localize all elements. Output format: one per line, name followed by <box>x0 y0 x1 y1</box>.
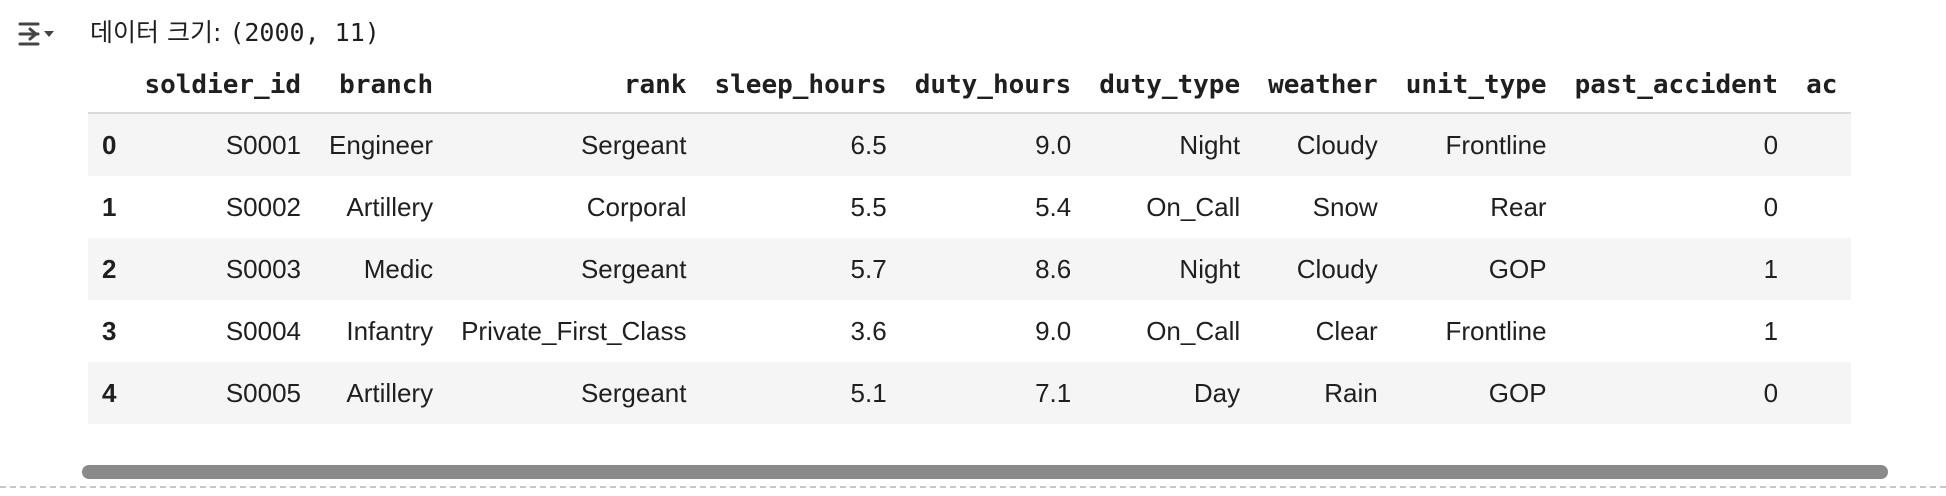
cell-unit-type: Frontline <box>1445 315 1547 346</box>
table-row: 2 S0003 Medic Sergeant 5.7 8.6 Night Clo… <box>88 238 1852 300</box>
cell-sleep-hours: 5.1 <box>850 377 887 408</box>
cell-soldier-id: S0005 <box>225 377 302 408</box>
column-header-sleep-hours: sleep_hours <box>700 58 901 114</box>
table-header-row: soldier_id branch rank sleep_hours duty_… <box>88 58 1852 114</box>
row-index: 4 <box>102 377 117 408</box>
cell-weather: Cloudy <box>1296 129 1378 160</box>
cell-rank: Sergeant <box>580 129 687 160</box>
cell-duty-type: Day <box>1193 377 1241 408</box>
cell-past-accident: 1 <box>1763 315 1779 346</box>
cell-truncated <box>1792 113 1851 176</box>
cell-soldier-id: S0003 <box>225 253 302 284</box>
data-size-value: (2000, 11) <box>229 18 380 47</box>
cell-branch: Medic <box>363 253 434 284</box>
cell-rank: Corporal <box>586 191 687 222</box>
horizontal-scrollbar[interactable] <box>82 465 1888 479</box>
table-row: 1 S0002 Artillery Corporal 5.5 5.4 On_Ca… <box>88 176 1852 238</box>
data-size-text: 데이터 크기: (2000, 11) <box>90 14 380 52</box>
cell-weather: Snow <box>1312 191 1378 222</box>
column-header-index <box>88 58 131 114</box>
cell-branch: Engineer <box>329 129 434 160</box>
cell-unit-type: GOP <box>1488 377 1547 408</box>
row-index: 0 <box>102 129 117 160</box>
row-index: 1 <box>102 191 117 222</box>
output-toggle-icon[interactable] <box>16 14 56 54</box>
dataframe-viewport: soldier_id branch rank sleep_hours duty_… <box>88 58 1946 428</box>
cell-rank: Sergeant <box>580 253 687 284</box>
cell-duty-hours: 9.0 <box>1035 129 1072 160</box>
cell-weather: Rain <box>1324 377 1378 408</box>
cell-weather: Clear <box>1315 315 1378 346</box>
cell-sleep-hours: 3.6 <box>850 315 887 346</box>
cell-soldier-id: S0004 <box>225 315 302 346</box>
cell-truncated <box>1792 300 1851 362</box>
cell-sleep-hours: 5.7 <box>850 253 887 284</box>
cell-soldier-id: S0002 <box>225 191 302 222</box>
cell-duty-type: Night <box>1179 253 1241 284</box>
cell-duty-hours: 7.1 <box>1035 377 1072 408</box>
cell-weather: Cloudy <box>1296 253 1378 284</box>
cell-duty-hours: 8.6 <box>1035 253 1072 284</box>
cell-unit-type: Frontline <box>1445 129 1547 160</box>
column-header-unit-type: unit_type <box>1391 58 1561 114</box>
column-header-truncated: ac <box>1792 58 1852 114</box>
cell-truncated <box>1792 176 1851 238</box>
cell-branch: Artillery <box>346 377 434 408</box>
cell-unit-type: GOP <box>1488 253 1547 284</box>
cell-sleep-hours: 5.5 <box>850 191 887 222</box>
cell-divider <box>0 486 1946 488</box>
data-size-label: 데이터 크기: <box>90 18 222 47</box>
cell-rank: Sergeant <box>580 377 687 408</box>
cell-duty-type: Night <box>1179 129 1241 160</box>
cell-past-accident: 1 <box>1763 253 1779 284</box>
cell-duty-hours: 5.4 <box>1035 191 1072 222</box>
table-row: 3 S0004 Infantry Private_First_Class 3.6… <box>88 300 1852 362</box>
cell-past-accident: 0 <box>1763 129 1779 160</box>
scrollbar-thumb[interactable] <box>82 465 1888 479</box>
cell-soldier-id: S0001 <box>225 129 302 160</box>
column-header-past-accident: past_accident <box>1560 58 1793 114</box>
column-header-duty-type: duty_type <box>1085 58 1255 114</box>
cell-truncated <box>1792 362 1851 424</box>
column-header-rank: rank <box>447 58 701 114</box>
cell-duty-type: On_Call <box>1146 191 1241 222</box>
cell-past-accident: 0 <box>1763 377 1779 408</box>
dataframe-table: soldier_id branch rank sleep_hours duty_… <box>88 58 1852 424</box>
column-header-soldier-id: soldier_id <box>130 58 316 114</box>
cell-truncated <box>1792 238 1851 300</box>
cell-past-accident: 0 <box>1763 191 1779 222</box>
row-index: 3 <box>102 315 117 346</box>
cell-unit-type: Rear <box>1490 191 1547 222</box>
cell-branch: Infantry <box>346 315 434 346</box>
column-header-duty-hours: duty_hours <box>900 58 1086 114</box>
cell-duty-type: On_Call <box>1146 315 1241 346</box>
table-row: 4 S0005 Artillery Sergeant 5.1 7.1 Day R… <box>88 362 1852 424</box>
cell-branch: Artillery <box>346 191 434 222</box>
cell-rank: Private_First_Class <box>461 315 687 346</box>
cell-duty-hours: 9.0 <box>1035 315 1072 346</box>
cell-sleep-hours: 6.5 <box>850 129 887 160</box>
column-header-weather: weather <box>1254 58 1392 114</box>
column-header-branch: branch <box>315 58 448 114</box>
row-index: 2 <box>102 253 117 284</box>
table-row: 0 S0001 Engineer Sergeant 6.5 9.0 Night … <box>88 113 1852 176</box>
